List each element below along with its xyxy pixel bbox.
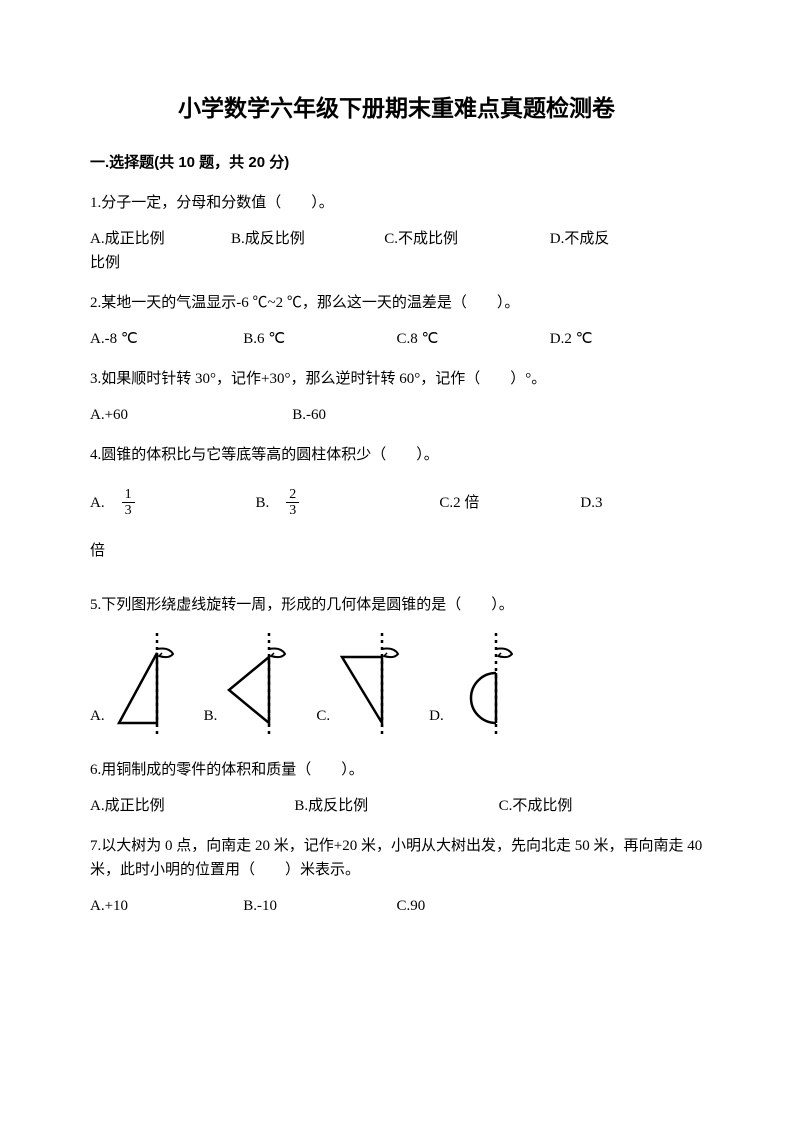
q5-option-b: B. xyxy=(204,633,297,738)
question-5: 5.下列图形绕虚线旋转一周，形成的几何体是圆锥的是（ ）。 A. B. C. xyxy=(90,593,703,738)
q7-text: 7.以大树为 0 点，向南走 20 米，记作+20 米，小明从大树出发，先向北走… xyxy=(90,834,703,882)
q6-option-a: A.成正比例 xyxy=(90,794,294,818)
q4-a-num: 1 xyxy=(122,487,135,503)
q7-option-c: C.90 xyxy=(397,894,550,918)
q5-shape-d-icon xyxy=(448,633,523,738)
q5-option-c: C. xyxy=(316,633,409,738)
q6-option-c: C.不成比例 xyxy=(499,794,703,818)
q4-text: 4.圆锥的体积比与它等底等高的圆柱体积少（ ）。 xyxy=(90,443,703,467)
q4-a-den: 3 xyxy=(122,503,135,518)
q1-text: 1.分子一定，分母和分数值（ ）。 xyxy=(90,191,703,215)
q5-text: 5.下列图形绕虚线旋转一周，形成的几何体是圆锥的是（ ）。 xyxy=(90,593,703,617)
question-7: 7.以大树为 0 点，向南走 20 米，记作+20 米，小明从大树出发，先向北走… xyxy=(90,834,703,918)
q3-option-b: B.-60 xyxy=(292,403,494,427)
q7-option-a: A.+10 xyxy=(90,894,243,918)
q2-option-d: D.2 ℃ xyxy=(550,327,703,351)
q1-option-d: D.不成反 xyxy=(550,227,703,251)
q4-option-c: C.2 倍 xyxy=(439,491,580,515)
question-4: 4.圆锥的体积比与它等底等高的圆柱体积少（ ）。 A. 1 3 B. 2 3 C… xyxy=(90,443,703,563)
page-title: 小学数学六年级下册期末重难点真题检测卷 xyxy=(90,90,703,127)
q4-a-fraction: 1 3 xyxy=(122,487,135,519)
q5-c-label: C. xyxy=(316,704,330,738)
q5-shape-a-icon xyxy=(109,633,184,738)
q5-shape-b-icon xyxy=(221,633,296,738)
q1-option-b: B.成反比例 xyxy=(231,227,384,251)
q4-b-label: B. xyxy=(256,491,285,515)
question-3: 3.如果顺时针转 30°，记作+30°，那么逆时针转 60°，记作（ ）°。 A… xyxy=(90,367,703,427)
q2-option-b: B.6 ℃ xyxy=(243,327,396,351)
q1-option-a: A.成正比例 xyxy=(90,227,231,251)
q5-option-a: A. xyxy=(90,633,184,738)
question-1: 1.分子一定，分母和分数值（ ）。 A.成正比例 B.成反比例 C.不成比例 D… xyxy=(90,191,703,275)
q5-option-d: D. xyxy=(429,633,523,738)
q7-option-b: B.-10 xyxy=(243,894,396,918)
q4-option-a: A. 1 3 xyxy=(90,487,256,519)
q4-b-num: 2 xyxy=(286,487,299,503)
q5-shape-c-icon xyxy=(334,633,409,738)
q5-a-label: A. xyxy=(90,704,105,738)
q4-options: A. 1 3 B. 2 3 C.2 倍 D.3 xyxy=(90,487,703,519)
q2-option-c: C.8 ℃ xyxy=(397,327,550,351)
q6-option-b: B.成反比例 xyxy=(294,794,498,818)
q2-text: 2.某地一天的气温显示-6 ℃~2 ℃，那么这一天的温差是（ ）。 xyxy=(90,291,703,315)
q2-options: A.-8 ℃ B.6 ℃ C.8 ℃ D.2 ℃ xyxy=(90,327,703,351)
q4-b-fraction: 2 3 xyxy=(286,487,299,519)
q4-option-d-cont: 倍 xyxy=(90,539,703,563)
q5-d-label: D. xyxy=(429,704,444,738)
q4-option-d: D.3 xyxy=(580,491,703,515)
q5-options: A. B. C. xyxy=(90,633,703,738)
q4-option-b: B. 2 3 xyxy=(256,487,440,519)
q3-options: A.+60 B.-60 xyxy=(90,403,703,427)
q1-options: A.成正比例 B.成反比例 C.不成比例 D.不成反 xyxy=(90,227,703,251)
q4-b-den: 3 xyxy=(286,503,299,518)
q2-option-a: A.-8 ℃ xyxy=(90,327,243,351)
q6-text: 6.用铜制成的零件的体积和质量（ ）。 xyxy=(90,758,703,782)
question-6: 6.用铜制成的零件的体积和质量（ ）。 A.成正比例 B.成反比例 C.不成比例 xyxy=(90,758,703,818)
q3-text: 3.如果顺时针转 30°，记作+30°，那么逆时针转 60°，记作（ ）°。 xyxy=(90,367,703,391)
q5-b-label: B. xyxy=(204,704,218,738)
q4-a-label: A. xyxy=(90,491,120,515)
q3-option-a: A.+60 xyxy=(90,403,292,427)
q6-options: A.成正比例 B.成反比例 C.不成比例 xyxy=(90,794,703,818)
q1-option-c: C.不成比例 xyxy=(384,227,550,251)
question-2: 2.某地一天的气温显示-6 ℃~2 ℃，那么这一天的温差是（ ）。 A.-8 ℃… xyxy=(90,291,703,351)
section-header: 一.选择题(共 10 题，共 20 分) xyxy=(90,151,703,175)
q1-option-d-cont: 比例 xyxy=(90,251,703,275)
q7-options: A.+10 B.-10 C.90 xyxy=(90,894,703,918)
